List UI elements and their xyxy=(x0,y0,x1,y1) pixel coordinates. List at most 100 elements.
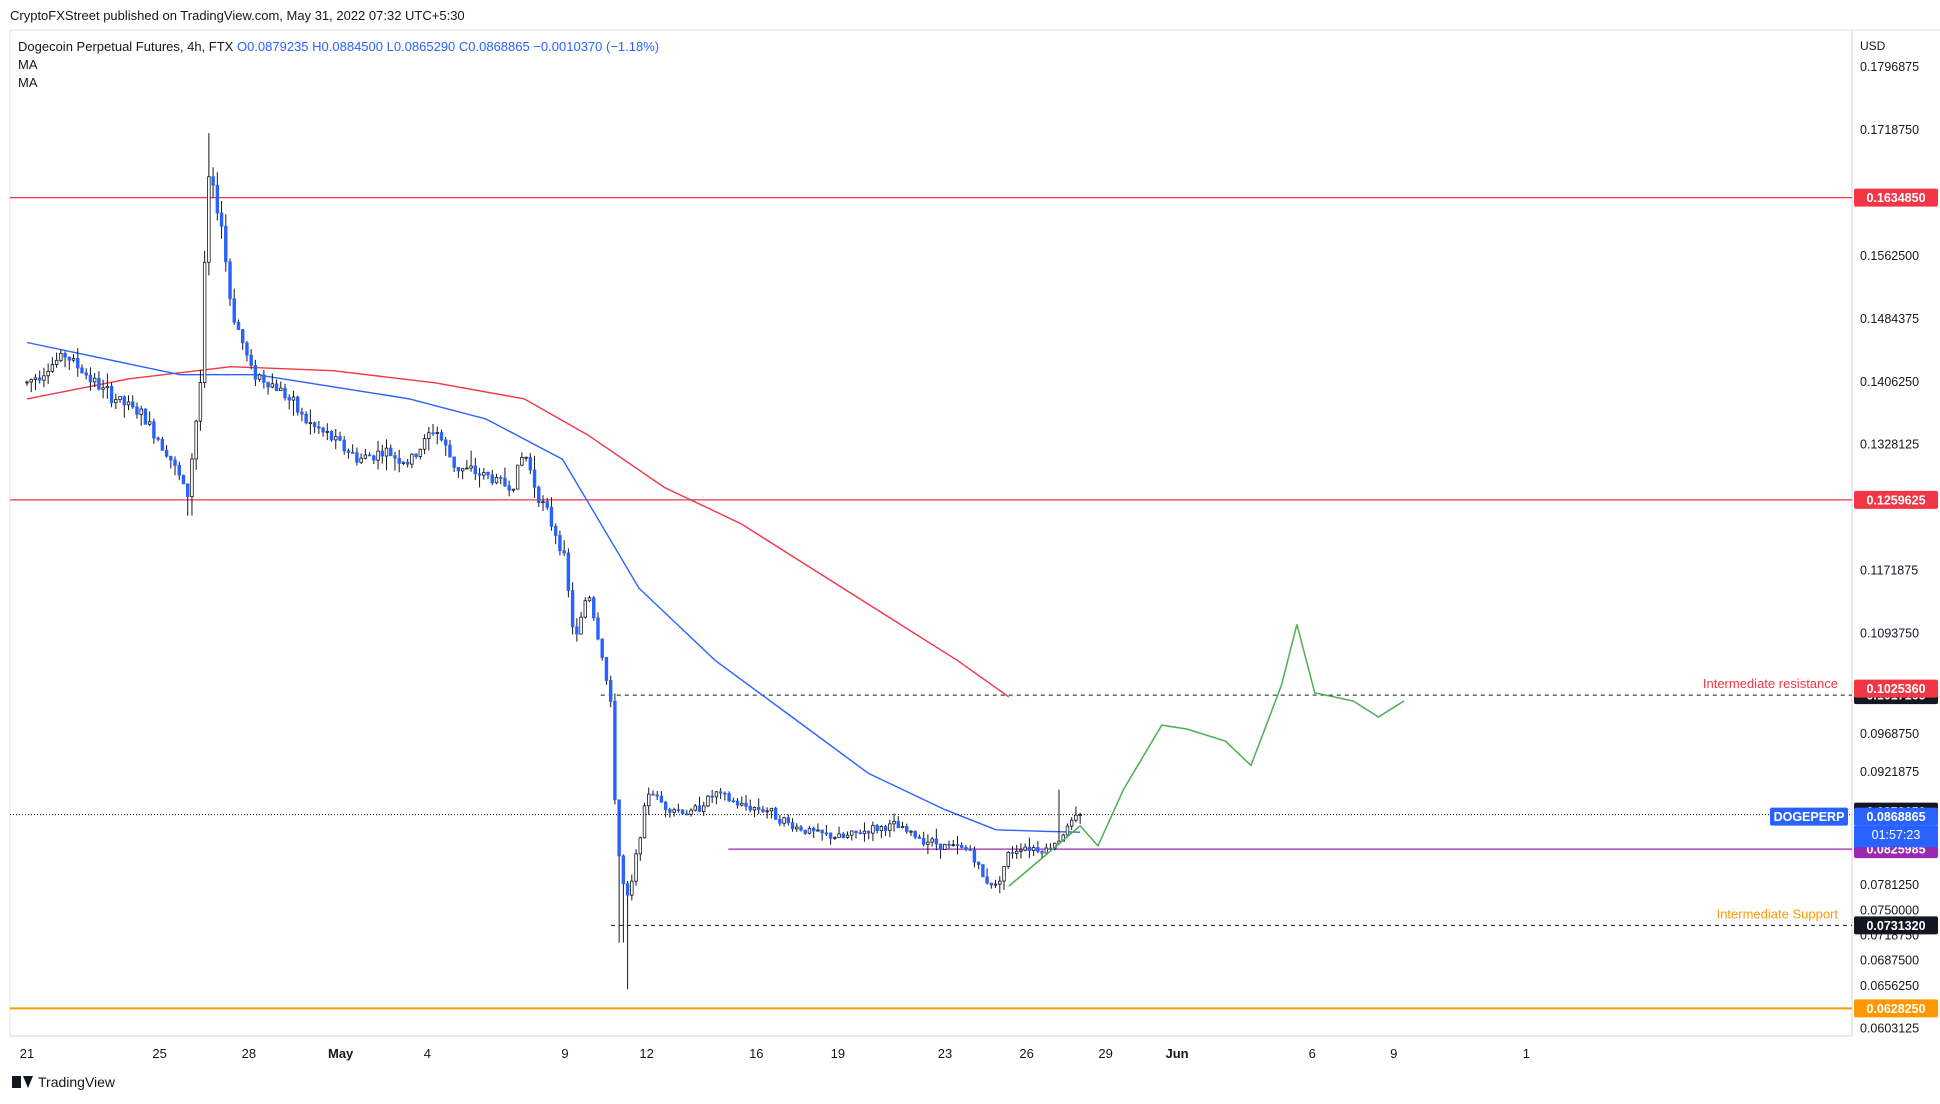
candle[interactable] xyxy=(418,448,423,460)
candle[interactable] xyxy=(1019,843,1023,859)
candle[interactable] xyxy=(25,380,29,386)
candle[interactable] xyxy=(283,383,287,401)
candle[interactable] xyxy=(621,854,626,943)
candle[interactable] xyxy=(972,846,977,868)
candle[interactable] xyxy=(101,379,105,399)
candle[interactable] xyxy=(367,452,372,457)
candle[interactable] xyxy=(494,473,499,485)
candle[interactable] xyxy=(744,794,748,811)
candle[interactable] xyxy=(147,411,152,427)
candle[interactable] xyxy=(900,821,905,829)
candle[interactable] xyxy=(680,809,685,815)
candle[interactable] xyxy=(279,381,283,392)
candle[interactable] xyxy=(1031,845,1036,856)
candle[interactable] xyxy=(376,440,380,470)
candle[interactable] xyxy=(372,454,376,465)
candle[interactable] xyxy=(1036,841,1040,854)
candle[interactable] xyxy=(989,882,994,889)
candle[interactable] xyxy=(164,445,169,458)
candle[interactable] xyxy=(232,288,236,325)
candle[interactable] xyxy=(951,840,955,847)
candle[interactable] xyxy=(579,611,583,635)
candle[interactable] xyxy=(1027,837,1032,859)
candle[interactable] xyxy=(955,835,960,855)
candle[interactable] xyxy=(807,825,812,835)
candle[interactable] xyxy=(824,824,829,837)
candle[interactable] xyxy=(850,830,854,841)
candle[interactable] xyxy=(676,803,681,813)
candle[interactable] xyxy=(926,834,930,855)
candle[interactable] xyxy=(528,453,533,475)
candle[interactable] xyxy=(304,411,308,425)
candle[interactable] xyxy=(422,434,427,455)
candle[interactable] xyxy=(1069,817,1074,831)
candle[interactable] xyxy=(169,455,173,469)
candle[interactable] xyxy=(312,421,317,434)
symbol-tag[interactable] xyxy=(1770,807,1848,826)
tradingview-brand[interactable]: TradingView xyxy=(12,1074,115,1090)
candle[interactable] xyxy=(228,258,232,306)
candle[interactable] xyxy=(355,447,359,466)
candle[interactable] xyxy=(993,879,998,888)
candle[interactable] xyxy=(651,790,655,796)
candle[interactable] xyxy=(549,497,554,531)
candle[interactable] xyxy=(253,359,258,387)
symbol-description[interactable]: Dogecoin Perpetual Futures, 4h, FTX xyxy=(18,39,234,54)
candle[interactable] xyxy=(553,523,558,545)
candle[interactable] xyxy=(735,798,740,809)
candle[interactable] xyxy=(917,834,922,839)
candle[interactable] xyxy=(558,530,562,556)
candle[interactable] xyxy=(520,452,524,467)
candle[interactable] xyxy=(346,448,351,459)
candle[interactable] xyxy=(266,381,270,395)
candle[interactable] xyxy=(706,794,710,808)
candle[interactable] xyxy=(186,483,190,516)
candle[interactable] xyxy=(761,805,765,813)
candle[interactable] xyxy=(397,449,401,473)
candle[interactable] xyxy=(452,456,456,472)
candle[interactable] xyxy=(803,829,807,836)
candle[interactable] xyxy=(668,807,672,818)
candle[interactable] xyxy=(570,582,575,635)
candle[interactable] xyxy=(287,394,291,410)
candle[interactable] xyxy=(435,426,439,445)
candle[interactable] xyxy=(655,791,659,800)
candle[interactable] xyxy=(871,821,875,842)
candle[interactable] xyxy=(194,419,198,470)
candle[interactable] xyxy=(562,540,566,556)
candle[interactable] xyxy=(1065,823,1070,838)
candle[interactable] xyxy=(274,379,279,392)
candle[interactable] xyxy=(198,369,203,431)
candle[interactable] xyxy=(414,453,418,459)
candle[interactable] xyxy=(37,370,42,384)
candle[interactable] xyxy=(604,656,609,685)
candle[interactable] xyxy=(270,373,275,389)
candle[interactable] xyxy=(811,826,816,838)
candle[interactable] xyxy=(342,436,346,455)
candle[interactable] xyxy=(507,480,511,497)
candle[interactable] xyxy=(854,830,858,839)
candle[interactable] xyxy=(938,843,943,859)
candle[interactable] xyxy=(300,407,304,422)
candle[interactable] xyxy=(888,819,892,838)
candle[interactable] xyxy=(837,826,841,838)
candle[interactable] xyxy=(964,844,968,852)
candle[interactable] xyxy=(515,464,520,490)
candle[interactable] xyxy=(672,807,676,817)
candle[interactable] xyxy=(913,830,917,840)
candle[interactable] xyxy=(477,467,482,488)
candle[interactable] xyxy=(410,453,414,469)
candle[interactable] xyxy=(947,840,951,849)
candle[interactable] xyxy=(215,172,220,221)
candle[interactable] xyxy=(135,402,139,419)
candle[interactable] xyxy=(405,458,410,468)
candle[interactable] xyxy=(909,830,913,837)
candle[interactable] xyxy=(617,799,621,943)
candle[interactable] xyxy=(460,468,465,480)
candle[interactable] xyxy=(325,423,330,441)
candle[interactable] xyxy=(905,823,909,834)
candle[interactable] xyxy=(714,790,719,805)
candle[interactable] xyxy=(126,395,131,411)
ma-indicator-2[interactable]: MA xyxy=(18,75,38,90)
